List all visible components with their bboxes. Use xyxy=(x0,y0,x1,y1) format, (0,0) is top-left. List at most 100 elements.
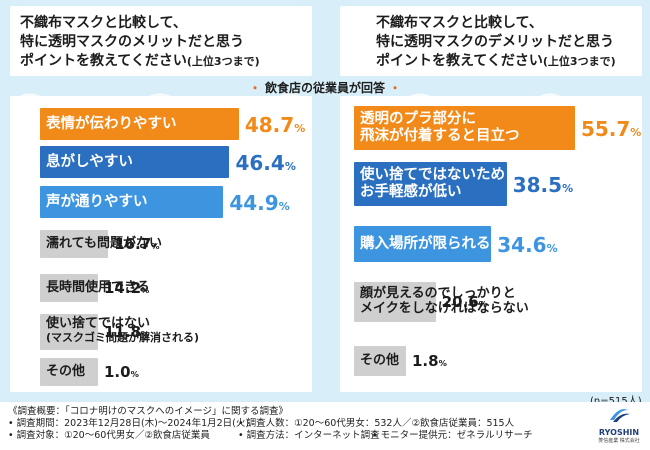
value-label-1-4: 1.8% xyxy=(412,352,447,370)
value-number: 34.6 xyxy=(497,232,547,257)
bar-label-line: 飛沫が付着すると目立つ xyxy=(360,127,520,144)
value-unit: % xyxy=(478,299,487,310)
bar-label-line: 息がしやすい xyxy=(46,153,133,170)
value-number: 1.0 xyxy=(104,363,131,382)
bar-label-0-2: 声が通りやすい xyxy=(46,194,148,211)
value-unit: % xyxy=(438,358,447,369)
value-label-0-2: 44.9% xyxy=(229,191,289,215)
merit-question-box: 不織布マスクと比較して、 特に透明マスクのメリットだと思う ポイントを教えてくだ… xyxy=(10,6,312,76)
value-unit: % xyxy=(294,121,306,135)
value-unit: % xyxy=(151,241,160,252)
bar-label-0-1: 息がしやすい xyxy=(46,154,133,171)
bar-label-line: お手軽感が低い xyxy=(360,183,462,200)
bar-0-1 xyxy=(40,146,230,178)
subtitle-text: 飲食店の従業員が回答 xyxy=(264,81,385,95)
value-label-1-0: 55.7% xyxy=(581,117,641,141)
bar-0-4 xyxy=(40,274,98,302)
bar-label-line: メイクをしなければならない xyxy=(360,300,529,316)
value-unit: % xyxy=(141,329,150,340)
footer-period: • 調査期間：2023年12月28日(木)〜2024年1月2日(火) xyxy=(8,418,250,429)
bar-1-0 xyxy=(354,106,575,150)
value-unit: % xyxy=(546,241,558,255)
bar-label-line: その他 xyxy=(46,363,86,379)
bar-0-0 xyxy=(40,108,239,140)
bar-0-3 xyxy=(40,230,109,258)
value-label-1-1: 38.5% xyxy=(513,173,573,197)
footer-title: 《調査概要：「コロナ明けのマスクへのイメージ」に関する調査》 xyxy=(8,406,289,417)
demerit-question-line-2: 特に透明マスクのデメリットだと思う xyxy=(376,34,614,50)
demerit-question-line-1: 不織布マスクと比較して、 xyxy=(376,15,543,31)
value-label-0-5: 11.8% xyxy=(104,323,149,341)
bar-0-5 xyxy=(40,314,98,350)
footer-target: • 調査対象：①20〜60代男女／②飲食店従業員 xyxy=(8,430,210,441)
ryoshin-logo: RYOSHIN 菱信産業 株式会社 xyxy=(594,404,644,444)
bar-label-1-0: 透明のプラ部分に 飛沫が付着すると目立つ xyxy=(360,111,520,144)
sample-size-note: (n=515人) xyxy=(590,392,642,407)
demerit-question-box: 不織布マスクと比較して、 特に透明マスクのデメリットだと思う ポイントを教えてく… xyxy=(340,6,642,76)
value-number: 20.6 xyxy=(441,293,479,312)
value-number: 44.9 xyxy=(229,190,279,215)
value-number: 46.4 xyxy=(235,150,285,175)
bar-label-line: 顔が見えるのでしっかりと xyxy=(360,286,516,302)
value-label-0-4: 14.2% xyxy=(104,279,149,297)
value-label-0-0: 48.7% xyxy=(245,113,305,137)
value-number: 14.2 xyxy=(104,279,142,298)
bullet-icon: ・ xyxy=(389,81,402,95)
value-number: 1.8 xyxy=(412,352,439,371)
bar-1-3 xyxy=(354,282,436,322)
value-unit: % xyxy=(630,125,642,139)
bar-1-2 xyxy=(354,226,492,262)
value-number: 38.5 xyxy=(512,172,563,197)
bullet-icon: ・ xyxy=(248,81,261,95)
bar-label-line: 濡れても問題がない xyxy=(46,235,162,251)
bar-0-6 xyxy=(40,358,98,386)
value-number: 11.8 xyxy=(104,323,142,342)
bar-label-0-6: その他 xyxy=(46,363,86,380)
survey-footer: 《調査概要：「コロナ明けのマスクへのイメージ」に関する調査》 • 調査期間：20… xyxy=(0,402,650,450)
value-unit: % xyxy=(141,285,150,296)
value-label-0-3: 16.7% xyxy=(114,235,159,253)
merit-question-suffix: (上位3つまで) xyxy=(186,55,260,68)
bar-0-2 xyxy=(40,186,224,218)
merit-question-line-1: 不織布マスクと比較して、 xyxy=(20,15,187,31)
logo-subtext: 菱信産業 株式会社 xyxy=(598,438,640,444)
logo-brand: RYOSHIN xyxy=(598,428,640,437)
bar-label-1-3: 顔が見えるのでしっかりと メイクをしなければならない xyxy=(360,286,529,317)
footer-method: • 調査方法：インターネット調査 xyxy=(238,430,380,441)
bar-label-line: 使い捨てではない xyxy=(46,316,151,332)
demerit-chart-panel: 透明のプラ部分に 飛沫が付着すると目立つ 55.7% 使い捨てではないため お手軽感が低… xyxy=(340,96,642,392)
value-label-1-2: 34.6% xyxy=(497,233,557,257)
bar-label-0-0: 表情が伝わりやすい xyxy=(46,116,177,133)
value-number: 48.7 xyxy=(244,112,295,137)
value-unit: % xyxy=(130,369,139,380)
merit-question-line-3: ポイントを教えてください xyxy=(20,53,187,69)
value-label-1-3: 20.6% xyxy=(442,293,487,311)
merit-chart-panel: 表情が伝わりやすい 48.7% 息がしやすい 46.4% 声が通りやすい 44.9% 濡れて… xyxy=(10,96,312,392)
bar-1-1 xyxy=(354,162,507,206)
value-unit: % xyxy=(278,199,290,213)
value-unit: % xyxy=(562,181,574,195)
ryoshin-logo-icon xyxy=(610,409,630,422)
bar-label-line: 表情が伝わりやすい xyxy=(46,115,177,132)
bar-1-4 xyxy=(354,346,406,376)
bar-label-line: 使い捨てではないため xyxy=(360,167,505,184)
bar-label-1-1: 使い捨てではないため お手軽感が低い xyxy=(360,167,505,200)
bar-label-line: 購入場所が限られる xyxy=(360,235,491,252)
bar-label-1-2: 購入場所が限られる xyxy=(360,236,491,253)
bar-label-line: その他 xyxy=(360,352,400,368)
value-label-0-6: 1.0% xyxy=(104,363,139,381)
merit-question-line-2: 特に透明マスクのメリットだと思う xyxy=(20,34,244,50)
bar-label-0-3: 濡れても問題がない xyxy=(46,235,162,252)
footer-monitor: • モニター提供元：ゼネラルリサーチ xyxy=(372,430,533,441)
bar-label-line: 声が通りやすい xyxy=(46,193,148,210)
value-label-0-1: 46.4% xyxy=(235,151,295,175)
bar-label-line: 透明のプラ部分に xyxy=(360,111,476,128)
footer-count: • 調査人数：①20〜60代男女：532人／②飲食店従業員：515人 xyxy=(238,418,515,429)
subtitle: ・飲食店の従業員が回答・ xyxy=(0,79,650,96)
bar-label-line: (マスクゴミ問題が解消される) xyxy=(46,330,200,344)
bar-label-line: 長時間使用できる xyxy=(46,279,150,295)
demerit-question-suffix: (上位3つまで) xyxy=(542,55,616,68)
value-unit: % xyxy=(284,159,296,173)
demerit-question-line-3: ポイントを教えてください xyxy=(376,53,543,69)
value-number: 16.7 xyxy=(114,235,152,254)
